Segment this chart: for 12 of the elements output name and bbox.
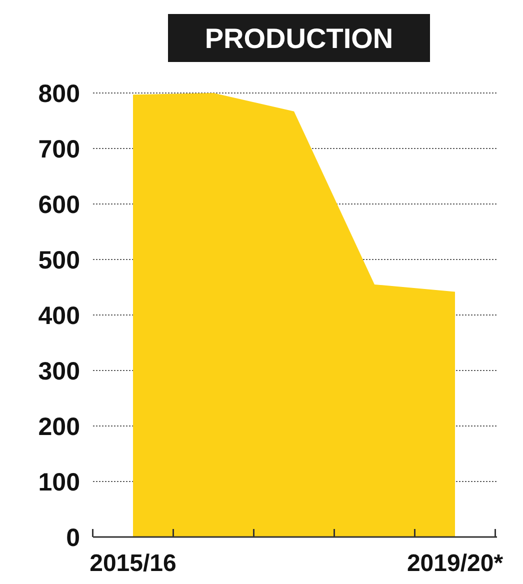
y-tick-label: 400 bbox=[38, 302, 80, 330]
y-tick-label: 800 bbox=[38, 80, 80, 108]
y-tick-label: 600 bbox=[38, 190, 80, 219]
y-tick-label: 500 bbox=[38, 246, 80, 274]
y-tick-label: 200 bbox=[38, 412, 80, 441]
x-tick-label: 2015/16 bbox=[90, 550, 176, 577]
x-tick-label: 2019/20* bbox=[406, 550, 504, 577]
y-tick-label: 100 bbox=[38, 468, 80, 496]
y-tick-label: 700 bbox=[38, 135, 80, 164]
y-tick-label: 0 bbox=[66, 524, 80, 552]
y-tick-label: 300 bbox=[38, 357, 80, 386]
chart-title: PRODUCTION bbox=[204, 23, 394, 54]
